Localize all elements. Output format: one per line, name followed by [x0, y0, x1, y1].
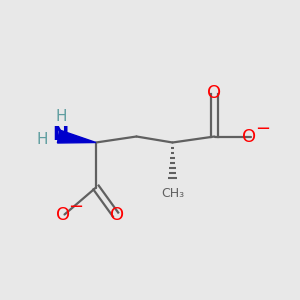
Text: H: H	[36, 132, 48, 147]
Polygon shape	[58, 130, 96, 143]
Text: O: O	[207, 84, 222, 102]
Text: O: O	[242, 128, 256, 146]
Text: CH₃: CH₃	[161, 187, 184, 200]
Text: H: H	[56, 109, 67, 124]
Text: O: O	[110, 206, 124, 224]
Text: N: N	[52, 125, 68, 145]
Text: −: −	[255, 120, 270, 138]
Text: O: O	[56, 206, 70, 224]
Text: −: −	[68, 198, 83, 216]
